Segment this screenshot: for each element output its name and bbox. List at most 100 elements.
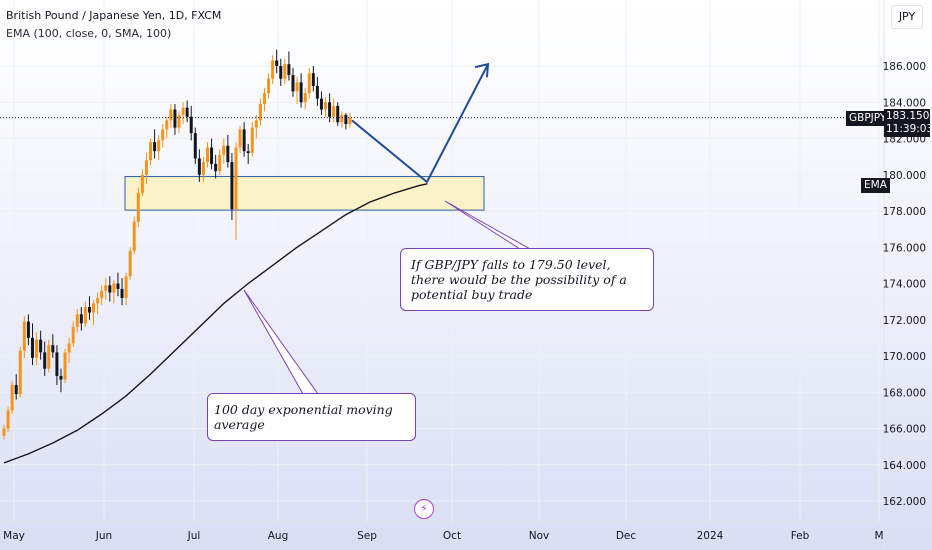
chart-title: British Pound / Japanese Yen, 1D, FXCM xyxy=(6,9,222,22)
time-tick-label: Jul xyxy=(187,530,201,542)
bar-countdown: 11:39:03 xyxy=(886,123,932,135)
indicator-legend[interactable]: EMA (100, close, 0, SMA, 100) xyxy=(6,27,172,40)
candle-body xyxy=(230,162,234,210)
candle-body xyxy=(328,102,332,117)
candle-body xyxy=(87,307,91,313)
currency-button[interactable]: JPY xyxy=(891,5,923,29)
candle-body xyxy=(124,276,128,298)
candles xyxy=(2,49,352,440)
time-tick-label: Sep xyxy=(357,530,377,542)
time-tick-label: M xyxy=(874,530,883,542)
lightning-icon[interactable]: ⚡ xyxy=(414,499,434,519)
price-axis[interactable]: 186.000184.000182.000180.000178.000176.0… xyxy=(883,61,926,508)
price-tick-label: 166.000 xyxy=(883,424,926,436)
symbol-tag: GBPJPY xyxy=(846,111,890,126)
price-tick-label: 172.000 xyxy=(883,315,926,327)
candle-body xyxy=(39,339,43,353)
price-tick-label: 168.000 xyxy=(883,387,926,399)
candle-body xyxy=(128,250,132,277)
candle-body xyxy=(144,160,148,175)
candle-body xyxy=(336,105,340,123)
candle-body xyxy=(165,120,169,130)
candle-body xyxy=(193,133,197,159)
candle-body xyxy=(222,145,226,155)
price-tick-label: 180.000 xyxy=(883,170,926,182)
candle-body xyxy=(59,375,63,380)
time-tick-label: Nov xyxy=(529,530,550,542)
candle-body xyxy=(120,288,124,298)
candle-body xyxy=(149,142,153,161)
candle-body xyxy=(206,147,209,163)
candle-body xyxy=(189,116,193,134)
candle-body xyxy=(108,285,112,293)
candle-body xyxy=(169,109,173,121)
candle-body xyxy=(303,93,307,103)
candle-body xyxy=(275,60,279,66)
time-tick-label: 2024 xyxy=(697,530,724,542)
time-tick-label: Feb xyxy=(791,530,810,542)
candle-body xyxy=(311,73,315,86)
candle-body xyxy=(104,285,108,291)
grid xyxy=(0,0,884,522)
candle-body xyxy=(332,105,336,117)
trade-note-callout[interactable]: If GBP/JPY falls to 179.50 level, there … xyxy=(400,248,654,311)
time-axis[interactable]: May Jun Jul Aug Sep Oct Nov Dec 2024 Feb M xyxy=(3,530,883,542)
candle-body xyxy=(43,352,47,369)
candle-body xyxy=(92,303,96,313)
candle-body xyxy=(283,64,287,79)
candle-body xyxy=(161,129,165,141)
candle-body xyxy=(157,140,161,152)
candle-body xyxy=(112,283,116,293)
candle-body xyxy=(96,298,100,304)
support-zone[interactable] xyxy=(124,176,485,211)
candle-body xyxy=(75,314,79,327)
candle-body xyxy=(63,352,67,380)
candle-body xyxy=(344,114,348,124)
candle-body xyxy=(267,78,271,94)
candle-body xyxy=(250,127,254,153)
candle-body xyxy=(71,327,75,344)
candle-body xyxy=(67,343,71,353)
price-tick-label: 174.000 xyxy=(883,279,926,291)
candle-body xyxy=(319,98,323,110)
candle-body xyxy=(340,114,344,123)
time-tick-label: Aug xyxy=(268,530,289,542)
price-tick-label: 162.000 xyxy=(883,496,926,508)
last-price-tag: 183.150 11:39:03 xyxy=(884,109,932,137)
candle-body xyxy=(51,345,55,353)
projection-arrow-head xyxy=(474,62,490,78)
candle-body xyxy=(18,350,22,395)
candle-body xyxy=(197,158,201,175)
candle-body xyxy=(291,75,295,92)
ema-line xyxy=(3,183,428,464)
candle-body xyxy=(26,321,30,338)
candle-body xyxy=(185,107,189,117)
price-tick-label: 184.000 xyxy=(883,97,926,109)
candle-body xyxy=(226,145,230,163)
candle-body xyxy=(242,129,246,152)
candle-body xyxy=(287,64,291,76)
candle-body xyxy=(348,117,352,124)
time-tick-label: Oct xyxy=(443,530,461,542)
candle-body xyxy=(181,107,185,115)
candle-body xyxy=(279,66,283,79)
time-tick-label: Dec xyxy=(616,530,637,542)
candle-body xyxy=(35,339,39,358)
candle-body xyxy=(177,114,181,128)
candle-body xyxy=(153,142,157,152)
ema-tag: EMA xyxy=(861,178,890,193)
candle-body xyxy=(10,385,14,411)
candle-body xyxy=(2,428,6,436)
ema-note-callout[interactable]: 100 day exponential moving average xyxy=(207,393,416,441)
projection-arrow[interactable] xyxy=(351,63,489,184)
candle-body xyxy=(79,314,83,324)
candle-body xyxy=(6,410,10,429)
candle-body xyxy=(30,337,34,358)
candle-body xyxy=(47,345,51,369)
candle-body xyxy=(136,192,140,222)
candle-body xyxy=(14,385,18,395)
price-tick-label: 164.000 xyxy=(883,460,926,472)
time-tick-label: May xyxy=(3,530,25,542)
